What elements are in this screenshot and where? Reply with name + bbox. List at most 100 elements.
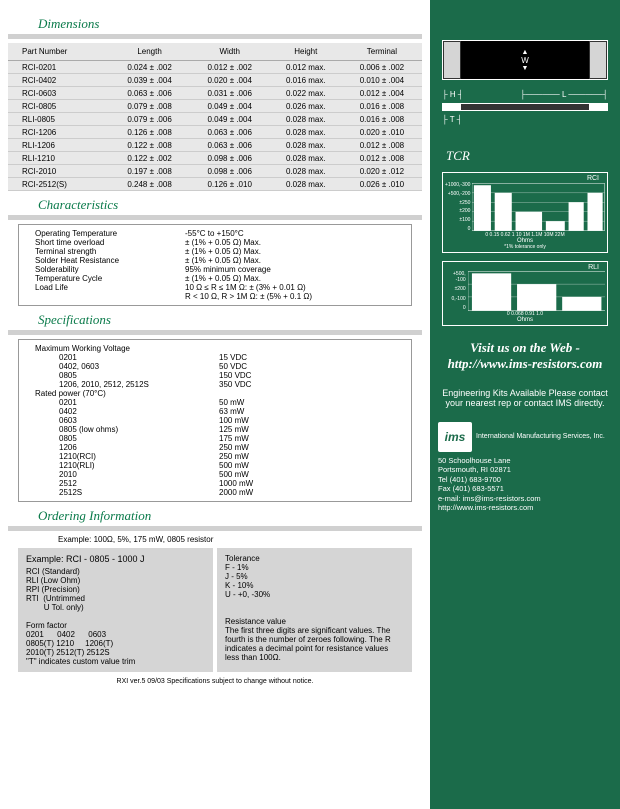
characteristics-box: Operating Temperature-55°C to +150°CShor…: [18, 224, 412, 306]
addr-line: e-mail: ims@ims-resistors.com: [438, 494, 612, 503]
chip-diagram: ▲ W ▼ ├ H ┤ ├────── L ──────┤ ├ T ┤: [438, 30, 612, 124]
list-item: RCI (Standard): [26, 567, 205, 576]
addr-line: 50 Schoolhouse Lane: [438, 456, 612, 465]
chart-title: RLI: [445, 264, 605, 271]
char-row: Solderability95% minimum coverage: [35, 265, 395, 274]
logo-icon: ims: [438, 422, 472, 452]
table-header: Terminal: [342, 43, 422, 61]
ordering-title: Ordering Information: [38, 508, 422, 524]
char-row: Terminal strength± (1% + 0.05 Ω) Max.: [35, 247, 395, 256]
addr-line: http://www.ims-resistors.com: [438, 503, 612, 512]
dimensions-title: Dimensions: [38, 16, 422, 32]
table-row: RCI-20100.197 ± .0080.098 ± .0060.028 ma…: [8, 165, 422, 178]
list-item: 0805(T) 1210 1206(T): [26, 639, 205, 648]
eng-kit-text: Engineering Kits Available Please contac…: [442, 388, 608, 408]
table-row: RCI-02010.024 ± .0020.012 ± .0020.012 ma…: [8, 61, 422, 74]
divider: [8, 34, 422, 39]
table-row: RLI-12100.122 ± .0020.098 ± .0060.028 ma…: [8, 152, 422, 165]
addr-line: Fax (401) 683-5571: [438, 484, 612, 493]
diagram-w-label: W: [521, 56, 529, 65]
specifications-box: Maximum Working Voltage020115 VDC0402, 0…: [18, 339, 412, 502]
spec-row: 2010500 mW: [35, 470, 395, 479]
table-header: Length: [110, 43, 190, 61]
list-item: "T" indicates custom value trim: [26, 657, 205, 666]
dimensions-table: Part NumberLengthWidthHeightTerminal RCI…: [8, 43, 422, 191]
list-item: F - 1%: [225, 563, 404, 572]
table-row: RCI-12060.126 ± .0080.063 ± .0060.028 ma…: [8, 126, 422, 139]
list-item: RLI (Low Ohm): [26, 576, 205, 585]
visit-text: Visit us on the Web - http://www.ims-res…: [442, 340, 608, 372]
address-block: 50 Schoolhouse LanePortsmouth, RI 02871T…: [438, 456, 612, 512]
char-row: Load Life10 Ω ≤ R ≤ 1M Ω: ± (3% + 0.01 Ω…: [35, 283, 395, 292]
list-item: 0201 0402 0603: [26, 630, 205, 639]
form-factor-title: Form factor: [26, 621, 205, 630]
char-row: Short time overload± (1% + 0.05 Ω) Max.: [35, 238, 395, 247]
list-item: 2010(T) 2512(T) 2512S: [26, 648, 205, 657]
spec-row: 0805150 VDC: [35, 371, 395, 380]
table-row: RCI-08050.079 ± .0080.049 ± .0040.026 ma…: [8, 100, 422, 113]
chart-svg: [468, 271, 605, 311]
table-header: Part Number: [8, 43, 110, 61]
chart-xnote: *1% tolerance only: [445, 244, 605, 250]
ordering-left-col: Example: RCI - 0805 - 1000 J RCI (Standa…: [18, 548, 213, 672]
divider: [8, 215, 422, 220]
diagram-t-label: T: [450, 115, 455, 124]
right-column: ▲ W ▼ ├ H ┤ ├────── L ──────┤ ├ T ┤ TCR …: [430, 0, 620, 809]
footer-note: RXI ver.5 09/03 Specifications subject t…: [8, 678, 422, 685]
table-row: RCI-2512(S)0.248 ± .0080.126 ± .0100.028…: [8, 178, 422, 191]
spec-row: 2512S2000 mW: [35, 488, 395, 497]
chart-title: RCI: [445, 175, 605, 182]
divider: [8, 526, 422, 531]
table-row: RCI-06030.063 ± .0060.031 ± .0060.022 ma…: [8, 87, 422, 100]
table-row: RCI-04020.039 ± .0040.020 ± .0040.016 ma…: [8, 74, 422, 87]
table-header: Height: [270, 43, 342, 61]
spec-row: 0603100 mW: [35, 416, 395, 425]
resistance-text: The first three digits are significant v…: [225, 626, 404, 662]
spec-row: 1210(RCI)250 mW: [35, 452, 395, 461]
specifications-title: Specifications: [38, 312, 422, 328]
spec-row: 0805175 mW: [35, 434, 395, 443]
spec-row: 0402, 060350 VDC: [35, 362, 395, 371]
list-item: J - 5%: [225, 572, 404, 581]
char-row: R < 10 Ω, R > 1M Ω: ± (5% + 0.1 Ω): [35, 292, 395, 301]
left-column: Dimensions Part NumberLengthWidthHeightT…: [0, 0, 430, 809]
resistance-title: Resistance value: [225, 617, 404, 626]
table-header: Width: [190, 43, 270, 61]
tolerance-title: Tolerance: [225, 554, 404, 563]
addr-line: Tel (401) 683-9700: [438, 475, 612, 484]
list-item: U Tol. only): [26, 603, 205, 612]
char-row: Solder Heat Resistance± (1% + 0.05 Ω) Ma…: [35, 256, 395, 265]
spec-group-header: Rated power (70°C): [35, 389, 395, 398]
spec-row: 1210(RLI)500 mW: [35, 461, 395, 470]
ordering-box: Example: 100Ω, 5%, 175 mW, 0805 resistor…: [18, 535, 412, 672]
list-item: RTI (Untrimmed: [26, 594, 205, 603]
diagram-h-label: H: [450, 90, 456, 99]
char-row: Operating Temperature-55°C to +150°C: [35, 229, 395, 238]
spec-row: 020150 mW: [35, 398, 395, 407]
spec-row: 25121000 mW: [35, 479, 395, 488]
tcr-chart-rli: RLI +500, -100±2000,-1000 0 0.068 0.91 1…: [442, 261, 608, 326]
table-row: RLI-08050.079 ± .0060.049 ± .0040.028 ma…: [8, 113, 422, 126]
spec-row: 0805 (low ohms)125 mW: [35, 425, 395, 434]
list-item: RPI (Precision): [26, 585, 205, 594]
ordering-right-col: Tolerance F - 1%J - 5%K - 10%U - +0, -30…: [217, 548, 412, 672]
characteristics-title: Characteristics: [38, 197, 422, 213]
tcr-title: TCR: [446, 148, 612, 164]
logo-row: ims International Manufacturing Services…: [438, 422, 612, 452]
spec-row: 020115 VDC: [35, 353, 395, 362]
logo-name: International Manufacturing Services, In…: [476, 433, 605, 441]
list-item: U - +0, -30%: [225, 590, 404, 599]
addr-line: Portsmouth, RI 02871: [438, 465, 612, 474]
char-row: Temperature Cycle± (1% + 0.05 Ω) Max.: [35, 274, 395, 283]
tcr-chart-rci: RCI +1000,-300+500,-200±250±200±1000 0 0…: [442, 172, 608, 253]
spec-row: 040263 mW: [35, 407, 395, 416]
ordering-example: Example: 100Ω, 5%, 175 mW, 0805 resistor: [18, 535, 412, 544]
spec-row: 1206250 mW: [35, 443, 395, 452]
spec-group-header: Maximum Working Voltage: [35, 344, 395, 353]
ordering-example2: Example: RCI - 0805 - 1000 J: [26, 554, 205, 564]
chart-svg: [472, 182, 605, 232]
list-item: K - 10%: [225, 581, 404, 590]
diagram-l-label: L: [562, 90, 566, 99]
chart-xlabel: Ohms: [445, 317, 605, 323]
spec-row: 1206, 2010, 2512, 2512S350 VDC: [35, 380, 395, 389]
